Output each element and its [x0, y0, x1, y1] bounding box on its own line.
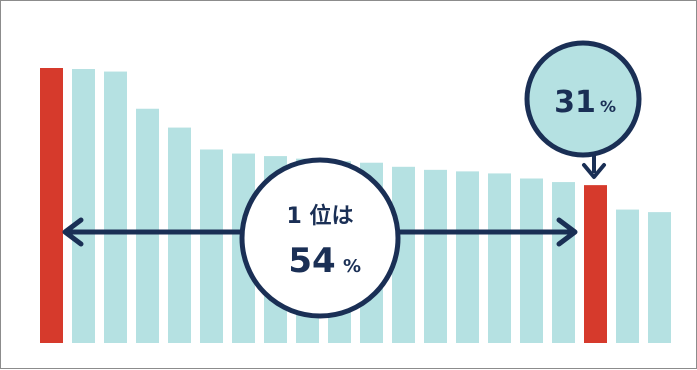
- bar-17: [552, 182, 575, 343]
- bar-12: [392, 166, 415, 343]
- bar-20: [648, 212, 671, 343]
- bar-3: [104, 71, 127, 343]
- bar-18: [584, 185, 607, 343]
- small-bubble-pointer-head: [582, 163, 606, 179]
- small-bubble-circle: [524, 40, 642, 158]
- small-bubble-unit: %: [600, 97, 616, 116]
- bar-2: [72, 69, 95, 343]
- main-bubble-line1: 1 位は: [287, 203, 354, 229]
- bar-6: [200, 149, 223, 343]
- main-bubble-circle: [239, 157, 401, 319]
- arrow-right-head: [556, 217, 578, 247]
- main-bubble-unit: %: [343, 256, 361, 277]
- bar-15: [488, 173, 511, 343]
- arrow-left-head: [62, 217, 84, 247]
- bar-16: [520, 178, 543, 343]
- main-annotation-bubble: 1 位は 54 %: [239, 157, 401, 319]
- small-annotation-bubble: 31 %: [524, 40, 642, 179]
- main-bubble-value: 54: [288, 241, 335, 281]
- bar-14: [456, 171, 479, 343]
- bar-1: [40, 68, 63, 343]
- bar-4: [136, 108, 159, 343]
- bar-19: [616, 209, 639, 343]
- bar-5: [168, 127, 191, 343]
- small-bubble-value: 31: [554, 85, 596, 120]
- bar-13: [424, 169, 447, 343]
